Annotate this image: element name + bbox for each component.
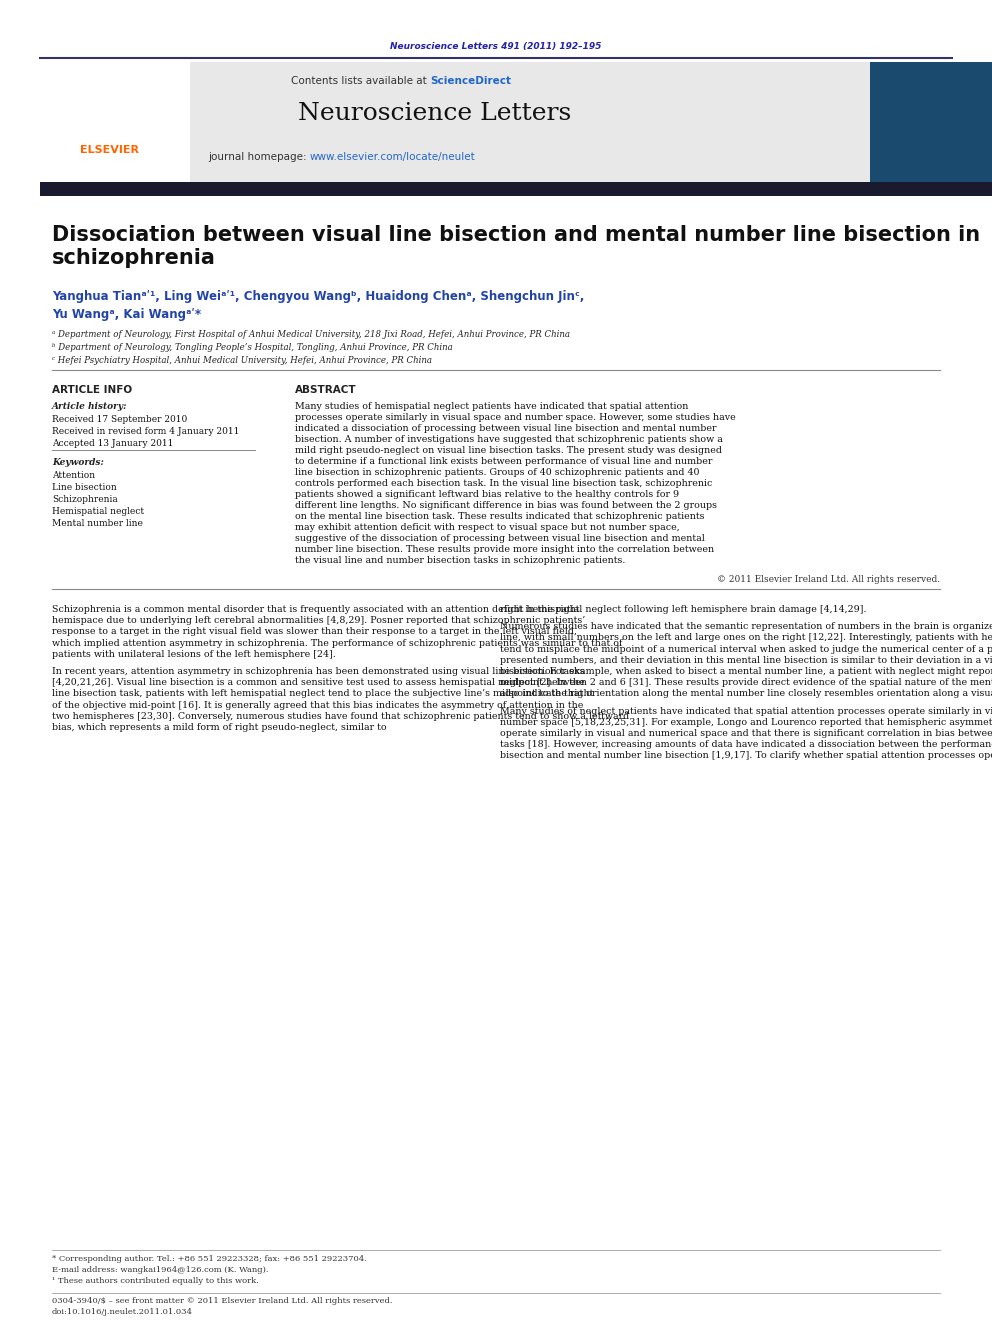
Text: Mental number line: Mental number line	[52, 519, 143, 528]
Text: controls performed each bisection task. In the visual line bisection task, schiz: controls performed each bisection task. …	[295, 479, 712, 488]
Text: to determine if a functional link exists between performance of visual line and : to determine if a functional link exists…	[295, 456, 712, 466]
Bar	[40, 62, 190, 183]
Text: Dissociation between visual line bisection and mental number line bisection in: Dissociation between visual line bisecti…	[52, 225, 980, 245]
Text: ᵇ Department of Neurology, Tongling People’s Hospital, Tongling, Anhui Province,: ᵇ Department of Neurology, Tongling Peop…	[52, 343, 452, 352]
Text: bisection. For example, when asked to bisect a mental number line, a patient wit: bisection. For example, when asked to bi…	[500, 667, 992, 676]
Text: ᶜ Hefei Psychiatry Hospital, Anhui Medical University, Hefei, Anhui Province, PR: ᶜ Hefei Psychiatry Hospital, Anhui Medic…	[52, 356, 432, 365]
Text: Received 17 September 2010: Received 17 September 2010	[52, 415, 187, 423]
Text: the visual line and number bisection tasks in schizophrenic patients.: the visual line and number bisection tas…	[295, 556, 625, 565]
Bar	[40, 183, 992, 196]
Text: bisection and mental number line bisection [1,9,17]. To clarify whether spatial : bisection and mental number line bisecti…	[500, 751, 992, 761]
Text: Line bisection: Line bisection	[52, 483, 117, 492]
Text: Received in revised form 4 January 2011: Received in revised form 4 January 2011	[52, 427, 239, 437]
Text: bias, which represents a mild form of right pseudo-neglect, similar to: bias, which represents a mild form of ri…	[52, 722, 387, 732]
Text: * Corresponding author. Tel.: +86 551 29223328; fax: +86 551 29223704.: * Corresponding author. Tel.: +86 551 29…	[52, 1256, 367, 1263]
Text: E-mail address: wangkai1964@126.com (K. Wang).: E-mail address: wangkai1964@126.com (K. …	[52, 1266, 269, 1274]
Text: Hemispatial neglect: Hemispatial neglect	[52, 507, 144, 516]
Text: doi:10.1016/j.neulet.2011.01.034: doi:10.1016/j.neulet.2011.01.034	[52, 1308, 193, 1316]
Text: Schizophrenia: Schizophrenia	[52, 495, 118, 504]
Text: hemispace due to underlying left cerebral abnormalities [4,8,29]. Posner reporte: hemispace due to underlying left cerebra…	[52, 617, 585, 626]
Text: suggestive of the dissociation of processing between visual line bisection and m: suggestive of the dissociation of proces…	[295, 534, 705, 542]
Text: Attention: Attention	[52, 471, 95, 480]
Text: Contents lists available at: Contents lists available at	[291, 75, 430, 86]
Text: right hemispatial neglect following left hemisphere brain damage [4,14,29].: right hemispatial neglect following left…	[500, 605, 866, 614]
Text: indicated a dissociation of processing between visual line bisection and mental : indicated a dissociation of processing b…	[295, 423, 716, 433]
Text: response to a target in the right visual field was slower than their response to: response to a target in the right visual…	[52, 627, 577, 636]
Text: ABSTRACT: ABSTRACT	[295, 385, 357, 396]
Text: Neuroscience Letters: Neuroscience Letters	[299, 102, 571, 124]
Text: number space [5,18,23,25,31]. For example, Longo and Lourenco reported that hemi: number space [5,18,23,25,31]. For exampl…	[500, 718, 992, 726]
Text: Schizophrenia is a common mental disorder that is frequently associated with an : Schizophrenia is a common mental disorde…	[52, 605, 579, 614]
Text: schizophrenia: schizophrenia	[52, 247, 216, 269]
Text: on the mental line bisection task. These results indicated that schizophrenic pa: on the mental line bisection task. These…	[295, 512, 704, 521]
Text: mild right pseudo-neglect on visual line bisection tasks. The present study was : mild right pseudo-neglect on visual line…	[295, 446, 722, 455]
Text: also indicate that orientation along the mental number line closely resembles or: also indicate that orientation along the…	[500, 689, 992, 699]
Text: Many studies of hemispatial neglect patients have indicated that spatial attenti: Many studies of hemispatial neglect pati…	[295, 402, 688, 411]
Text: ᵃ Department of Neurology, First Hospital of Anhui Medical University, 218 Jixi : ᵃ Department of Neurology, First Hospita…	[52, 329, 570, 339]
Bar	[870, 62, 992, 183]
Text: Yanghua Tianᵃʹ¹, Ling Weiᵃʹ¹, Chengyou Wangᵇ, Huaidong Chenᵃ, Shengchun Jinᶜ,: Yanghua Tianᵃʹ¹, Ling Weiᵃʹ¹, Chengyou W…	[52, 290, 584, 303]
Text: Numerous studies have indicated that the semantic representation of numbers in t: Numerous studies have indicated that the…	[500, 622, 992, 631]
Text: line bisection task, patients with left hemispatial neglect tend to place the su: line bisection task, patients with left …	[52, 689, 593, 699]
Text: 0304-3940/$ – see front matter © 2011 Elsevier Ireland Ltd. All rights reserved.: 0304-3940/$ – see front matter © 2011 El…	[52, 1297, 393, 1304]
Text: Accepted 13 January 2011: Accepted 13 January 2011	[52, 439, 174, 448]
Text: processes operate similarly in visual space and number space. However, some stud: processes operate similarly in visual sp…	[295, 413, 736, 422]
Text: which implied attention asymmetry in schizophrenia. The performance of schizophr: which implied attention asymmetry in sch…	[52, 639, 623, 647]
Text: ELSEVIER: ELSEVIER	[80, 146, 139, 155]
Text: Article history:: Article history:	[52, 402, 128, 411]
Text: patients showed a significant leftward bias relative to the healthy controls for: patients showed a significant leftward b…	[295, 490, 680, 499]
Text: ARTICLE INFO: ARTICLE INFO	[52, 385, 132, 396]
Text: Many studies of neglect patients have indicated that spatial attention processes: Many studies of neglect patients have in…	[500, 706, 992, 716]
Text: Keywords:: Keywords:	[52, 458, 104, 467]
Text: two hemispheres [23,30]. Conversely, numerous studies have found that schizophre: two hemispheres [23,30]. Conversely, num…	[52, 712, 629, 721]
Text: © 2011 Elsevier Ireland Ltd. All rights reserved.: © 2011 Elsevier Ireland Ltd. All rights …	[717, 576, 940, 583]
Text: In recent years, attention asymmetry in schizophrenia has been demonstrated usin: In recent years, attention asymmetry in …	[52, 667, 584, 676]
Bar	[40, 62, 870, 183]
Text: tasks [18]. However, increasing amounts of data have indicated a dissociation be: tasks [18]. However, increasing amounts …	[500, 740, 992, 749]
Text: line bisection in schizophrenic patients. Groups of 40 schizophrenic patients an: line bisection in schizophrenic patients…	[295, 468, 699, 478]
Text: ¹ These authors contributed equally to this work.: ¹ These authors contributed equally to t…	[52, 1277, 259, 1285]
Text: ScienceDirect: ScienceDirect	[430, 75, 511, 86]
Text: Neuroscience Letters 491 (2011) 192–195: Neuroscience Letters 491 (2011) 192–195	[390, 42, 602, 52]
Text: different line lengths. No significant difference in bias was found between the : different line lengths. No significant d…	[295, 501, 717, 509]
Text: bisection. A number of investigations have suggested that schizophrenic patients: bisection. A number of investigations ha…	[295, 435, 723, 445]
Text: may exhibit attention deficit with respect to visual space but not number space,: may exhibit attention deficit with respe…	[295, 523, 680, 532]
Text: operate similarly in visual and numerical space and that there is significant co: operate similarly in visual and numerica…	[500, 729, 992, 738]
Text: journal homepage:: journal homepage:	[208, 152, 310, 161]
Text: www.elsevier.com/locate/neulet: www.elsevier.com/locate/neulet	[310, 152, 476, 161]
Text: tend to misplace the midpoint of a numerical interval when asked to judge the nu: tend to misplace the midpoint of a numer…	[500, 644, 992, 654]
Text: line, with small numbers on the left and large ones on the right [12,22]. Intere: line, with small numbers on the left and…	[500, 634, 992, 643]
Text: Yu Wangᵃ, Kai Wangᵃʹ*: Yu Wangᵃ, Kai Wangᵃʹ*	[52, 308, 201, 321]
Text: presented numbers, and their deviation in this mental line bisection is similar : presented numbers, and their deviation i…	[500, 656, 992, 664]
Text: number line bisection. These results provide more insight into the correlation b: number line bisection. These results pro…	[295, 545, 714, 554]
Text: midpoint between 2 and 6 [31]. These results provide direct evidence of the spat: midpoint between 2 and 6 [31]. These res…	[500, 679, 992, 687]
Text: patients with unilateral lesions of the left hemisphere [24].: patients with unilateral lesions of the …	[52, 650, 335, 659]
Text: [4,20,21,26]. Visual line bisection is a common and sensitive test used to asses: [4,20,21,26]. Visual line bisection is a…	[52, 679, 584, 687]
Text: of the objective mid-point [16]. It is generally agreed that this bias indicates: of the objective mid-point [16]. It is g…	[52, 701, 583, 709]
